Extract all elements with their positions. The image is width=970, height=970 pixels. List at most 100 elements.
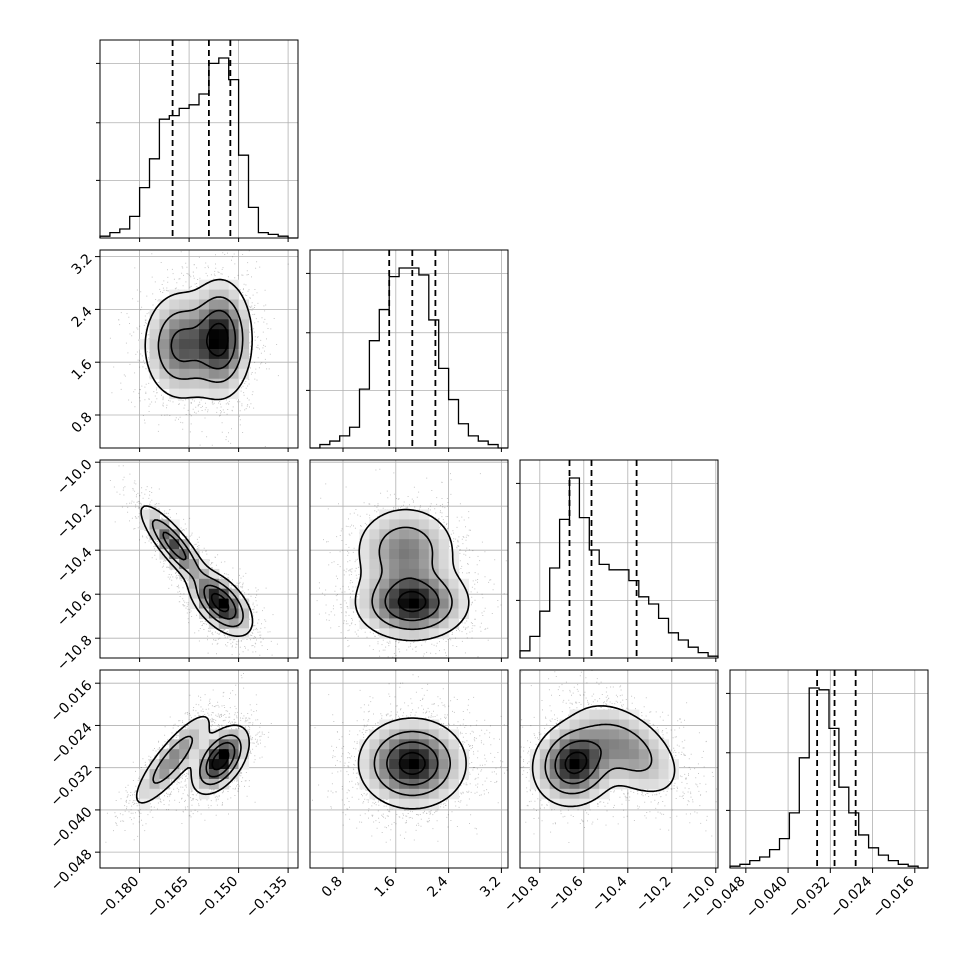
density-cell (228, 729, 240, 740)
density-cell (179, 739, 190, 750)
density-cell (399, 759, 410, 770)
contour-line (144, 278, 253, 401)
density-cell (169, 299, 180, 310)
density-cell (448, 598, 460, 610)
density-cell (589, 788, 600, 800)
density-cell (648, 778, 660, 790)
density-cell (428, 749, 440, 760)
density-cell (418, 749, 430, 760)
x-tick-label: 2.4 (424, 873, 451, 900)
density-cell (438, 769, 450, 780)
density-cell (189, 368, 200, 380)
contour-line (151, 519, 244, 628)
panel-frame (729, 669, 929, 869)
density-cell (619, 778, 630, 790)
density-cell (208, 309, 220, 320)
panel-frame (309, 669, 509, 869)
density-cell (159, 749, 170, 760)
density-cell (189, 578, 200, 590)
density-cell (409, 509, 420, 520)
density-cell (218, 378, 230, 390)
density-cell (159, 778, 170, 790)
density-cell (448, 778, 460, 790)
density-cell (409, 549, 420, 560)
histogram-panel (516, 459, 719, 659)
density-cell (389, 509, 400, 520)
density-cell (159, 539, 170, 550)
density-cell (199, 719, 210, 730)
density-cell (228, 358, 240, 370)
density-cell (379, 739, 390, 750)
density-cell (579, 788, 590, 800)
density-cell (208, 578, 220, 590)
density-cell (369, 529, 380, 540)
density-cell (379, 608, 390, 619)
density-cell (189, 559, 200, 570)
density-cell (189, 319, 200, 330)
density-cell (369, 729, 380, 740)
density-cell (228, 618, 240, 629)
contour-line (554, 740, 602, 785)
density-cell (189, 759, 200, 770)
density-cell (389, 628, 400, 639)
density-cell (149, 519, 160, 530)
density-cell (208, 769, 220, 780)
density-cell (389, 618, 400, 629)
density-cell (619, 709, 630, 721)
density-cell (399, 549, 410, 560)
density-cell (399, 519, 410, 530)
density-cell (569, 749, 580, 760)
density-cell (579, 729, 590, 740)
density-cell (369, 739, 380, 750)
density-cell (599, 729, 610, 740)
density-cell (149, 329, 160, 340)
density-cell (159, 769, 170, 780)
density-cell (399, 729, 410, 740)
density-cell (139, 798, 151, 810)
density-cell (179, 289, 190, 301)
density-cell (589, 759, 600, 770)
density-cell (199, 309, 210, 320)
contour-line (206, 322, 229, 357)
density-cell (389, 568, 400, 580)
density-cell (458, 598, 469, 610)
density-cell (228, 368, 240, 380)
density-cell (238, 358, 250, 370)
density-cell (579, 719, 590, 730)
density-cell (418, 618, 430, 629)
density-cell (139, 778, 151, 790)
density-cell (599, 778, 610, 790)
density-cell (428, 739, 440, 750)
density-cell (169, 388, 180, 400)
density-cell (149, 349, 160, 360)
density-cell (428, 578, 440, 590)
density-cell (238, 349, 250, 360)
density-cell (208, 339, 220, 350)
density-cell (228, 339, 240, 350)
density-cell (369, 588, 380, 600)
density-cell (238, 618, 250, 629)
density-cell (359, 529, 370, 540)
y-tick-label: −0.016 (48, 677, 96, 725)
density-cell (179, 729, 190, 740)
density-cell (228, 329, 240, 340)
density-cell (579, 759, 590, 770)
density-cell (428, 588, 440, 600)
density-cell (199, 289, 210, 301)
density-cell (159, 309, 170, 320)
density-cell (389, 749, 400, 760)
density-cell (539, 739, 551, 750)
density-cell (218, 578, 230, 590)
density-cell (418, 778, 430, 790)
contour-line (135, 715, 250, 804)
density-cell (569, 719, 580, 730)
density-cell (218, 349, 230, 360)
density-cell (379, 598, 390, 610)
x-tick-label: 1.6 (372, 873, 399, 900)
contour-line (531, 705, 676, 808)
contour-line (371, 526, 453, 631)
density-cell (589, 709, 600, 721)
density-cell (418, 588, 430, 600)
x-tick-label: −0.040 (743, 874, 791, 922)
